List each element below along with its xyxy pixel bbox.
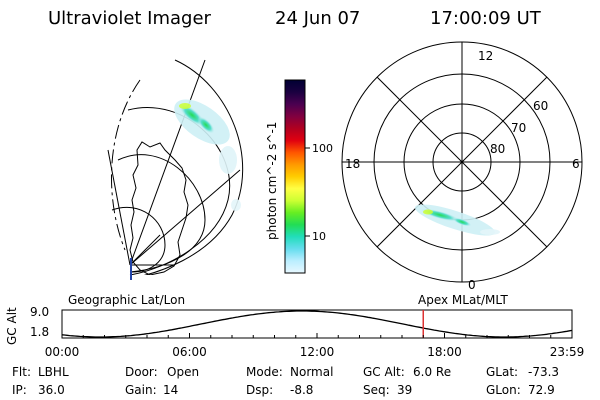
timeline-left-caption: Geographic Lat/Lon	[68, 293, 185, 307]
map-lat-circle-3	[111, 206, 166, 273]
info-door-key: Door:	[125, 365, 158, 379]
polar-plot: 12 18 6 0 60 70 80	[341, 41, 583, 292]
info-mode-value: Normal	[290, 365, 333, 379]
info-glon-key: GLon:	[486, 383, 521, 397]
map-meridian-4	[129, 234, 161, 266]
polar-meridian-diag-2	[376, 76, 548, 248]
map-meridian-2	[129, 169, 241, 266]
colorbar-tick-label-100: 100	[312, 142, 333, 155]
info-glat-key: GLat:	[486, 365, 518, 379]
info-gcalt-value: 6.0 Re	[413, 365, 451, 379]
map-dashed-arc	[110, 79, 141, 251]
info-gain-key: Gain:	[125, 383, 157, 397]
polar-lat-label-70: 70	[511, 121, 526, 135]
timeline-x-tick-label-1200: 12:00	[300, 345, 335, 359]
timeline-x-tick-label-2359: 23:59	[550, 345, 585, 359]
geographic-map	[107, 59, 244, 280]
timeline-x-tick-label-0600: 06:00	[172, 345, 207, 359]
map-lat-circle-2	[117, 154, 206, 273]
time-label: 17:00:09 UT	[430, 8, 542, 29]
info-ip-value: 36.0	[38, 383, 65, 397]
info-seq-value: 39	[397, 383, 412, 397]
timeline-x-tick-label-0000: 00:00	[45, 345, 80, 359]
info-panel: Flt: LBHL Door: Open Mode: Normal GC Alt…	[12, 365, 559, 397]
info-glon-value: 72.9	[528, 383, 555, 397]
polar-label-18: 18	[345, 157, 360, 171]
colorbar-unit-label: photon cm^-2 s^-1	[265, 122, 279, 240]
info-gcalt-key: GC Alt:	[363, 365, 405, 379]
info-gain-value: 14	[163, 383, 178, 397]
colorbar-tick-label-10: 10	[312, 230, 326, 243]
instrument-title: Ultraviolet Imager	[48, 8, 212, 29]
gc-alt-timeline: Geographic Lat/Lon Apex MLat/MLT GC Alt …	[5, 293, 584, 359]
info-seq-key: Seq:	[363, 383, 390, 397]
info-dsp-key: Dsp:	[246, 383, 273, 397]
info-glat-value: -73.3	[528, 365, 559, 379]
info-door-value: Open	[167, 365, 199, 379]
timeline-y-label: GC Alt	[5, 307, 19, 345]
timeline-y-tick-top: 9.0	[30, 305, 49, 319]
timeline-y-tick-bottom: 1.8	[30, 325, 49, 339]
colorbar-scale	[284, 79, 306, 274]
polar-label-6: 6	[572, 157, 580, 171]
date-label: 24 Jun 07	[275, 8, 360, 29]
map-meridian-1	[129, 59, 206, 266]
map-aurora-emission	[174, 99, 241, 211]
polar-label-12: 12	[478, 49, 493, 63]
info-ip-key: IP:	[12, 383, 27, 397]
polar-aurora-emission	[414, 204, 500, 236]
map-meridian-3	[107, 149, 131, 266]
timeline-right-caption: Apex MLat/MLT	[418, 293, 508, 307]
info-flt-value: LBHL	[38, 365, 69, 379]
info-mode-key: Mode:	[246, 365, 283, 379]
timeline-x-ticks	[61, 333, 573, 338]
colorbar: 100 10 photon cm^-2 s^-1	[265, 79, 333, 274]
polar-label-0: 0	[468, 278, 476, 292]
timeline-x-tick-label-1800: 18:00	[427, 345, 462, 359]
info-dsp-value: -8.8	[290, 383, 313, 397]
info-flt-key: Flt:	[12, 365, 31, 379]
polar-lat-label-60: 60	[533, 99, 548, 113]
antarctica-coastline	[129, 141, 189, 275]
polar-lat-label-80: 80	[490, 142, 505, 156]
